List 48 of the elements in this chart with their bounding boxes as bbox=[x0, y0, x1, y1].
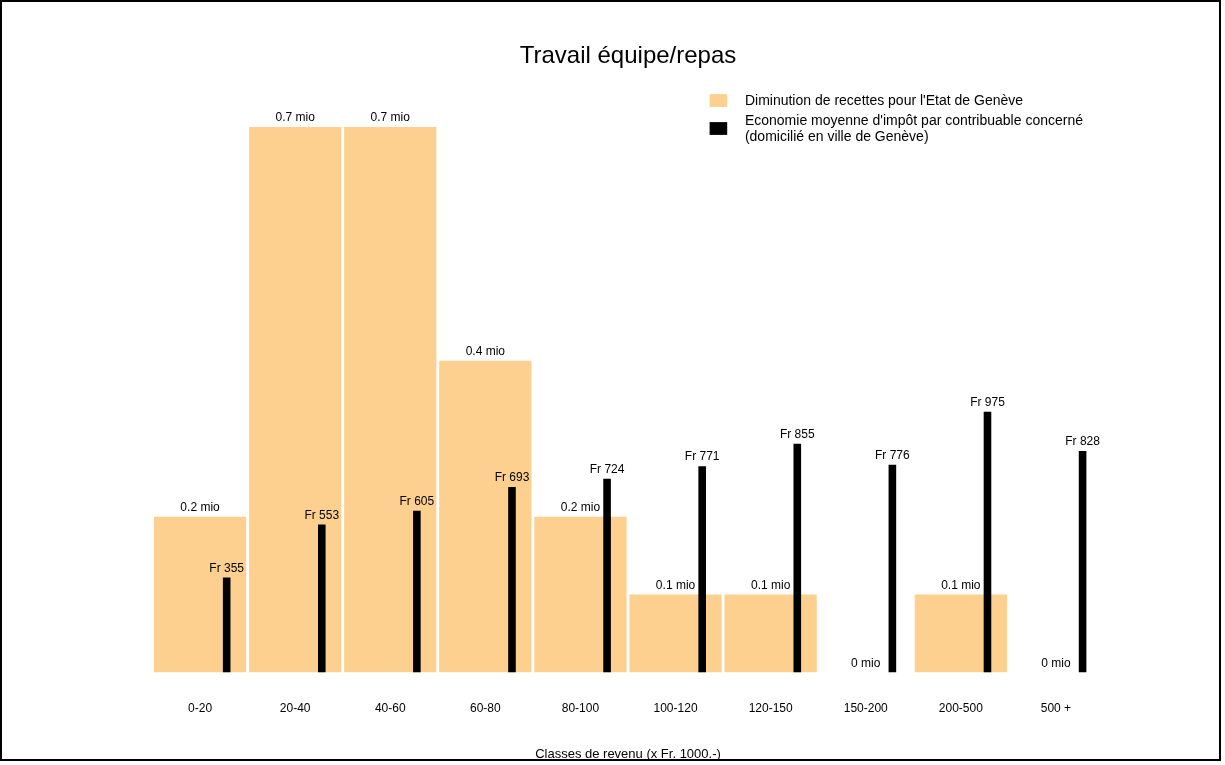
x-tick-label: 40-60 bbox=[374, 700, 406, 715]
x-tick-label: 200-500 bbox=[938, 700, 984, 715]
bar bbox=[793, 443, 802, 673]
legend-label: Diminution de recettes pour l'Etat de Genève bbox=[744, 92, 1024, 108]
data-label: 0.1 mio bbox=[750, 577, 791, 592]
bar bbox=[439, 360, 532, 673]
data-label: 0.1 mio bbox=[655, 577, 696, 592]
data-label: Fr 771 bbox=[684, 449, 720, 464]
bar bbox=[698, 466, 706, 673]
bar bbox=[222, 577, 231, 673]
bar bbox=[153, 516, 247, 673]
bar bbox=[317, 524, 326, 673]
data-label: 0.1 mio bbox=[941, 577, 981, 592]
bar bbox=[603, 478, 611, 673]
x-tick-label: 60-80 bbox=[470, 700, 502, 715]
data-label: 0.4 mio bbox=[465, 343, 506, 358]
x-tick-label: 80-100 bbox=[561, 700, 600, 715]
x-tick-label: 20-40 bbox=[279, 700, 311, 715]
data-label: 0.7 mio bbox=[370, 110, 411, 125]
data-label: 0 mio bbox=[851, 655, 881, 670]
bar bbox=[413, 510, 421, 673]
bar bbox=[888, 464, 897, 673]
x-tick-label: 120-150 bbox=[748, 700, 793, 715]
data-label: Fr 828 bbox=[1065, 433, 1101, 448]
bar bbox=[344, 127, 437, 673]
data-label: 0 mio bbox=[1041, 655, 1071, 670]
x-tick-label: 500 + bbox=[1040, 700, 1072, 715]
data-label: Fr 693 bbox=[494, 470, 530, 485]
x-tick-label: 100-120 bbox=[653, 700, 698, 715]
legend-label: Economie moyenne d'impôt par contribuable concerné (domicilié en ville de Genève) bbox=[744, 112, 1083, 144]
bar bbox=[983, 411, 992, 673]
data-label: Fr 355 bbox=[209, 560, 245, 575]
bar bbox=[508, 487, 516, 673]
data-label: Fr 605 bbox=[399, 493, 435, 508]
data-label: Fr 855 bbox=[779, 426, 815, 441]
data-label: Fr 724 bbox=[589, 461, 625, 476]
data-label: 0.7 mio bbox=[275, 110, 316, 125]
data-label: Fr 776 bbox=[875, 447, 911, 462]
data-label: 0.2 mio bbox=[560, 499, 601, 514]
data-label: Fr 553 bbox=[304, 507, 340, 522]
x-tick-label: 150-200 bbox=[843, 700, 889, 715]
bar bbox=[914, 594, 1007, 673]
data-label: 0.2 mio bbox=[180, 499, 221, 514]
bar bbox=[249, 127, 342, 673]
chart-title: Travail équipe/repas bbox=[519, 40, 737, 68]
x-tick-label: 0-20 bbox=[188, 700, 213, 715]
bar bbox=[1078, 450, 1087, 673]
data-label: Fr 975 bbox=[970, 394, 1006, 409]
